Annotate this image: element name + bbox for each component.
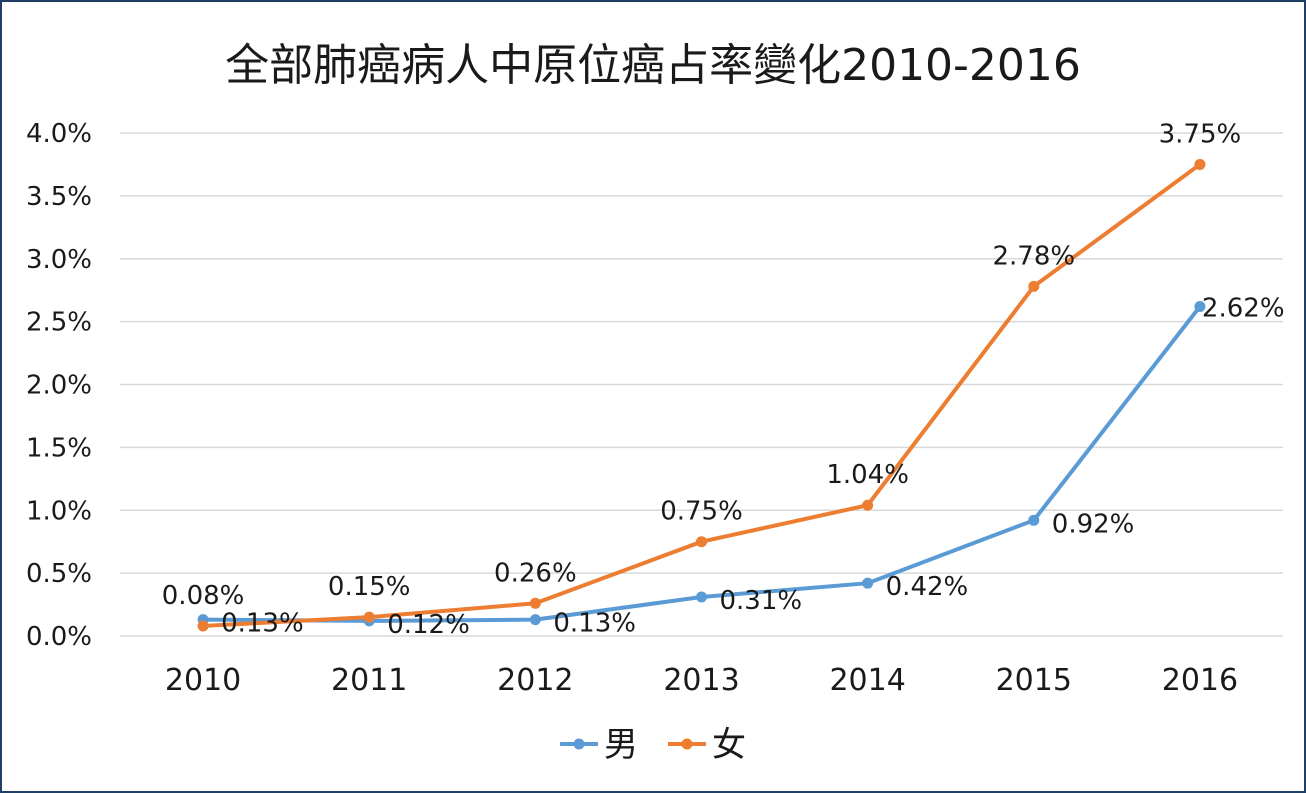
data-labels: 0.13% 0.12% 0.13% 0.31% 0.42% 0.92% 2.62% 0.08%… bbox=[162, 119, 1285, 639]
data-label: 0.31% bbox=[720, 586, 803, 616]
data-label: 2.62% bbox=[1202, 294, 1285, 324]
data-point bbox=[363, 611, 375, 623]
data-label: 0.15% bbox=[328, 572, 411, 602]
data-point bbox=[529, 597, 541, 609]
y-axis-ticks: 0.0% 0.5% 1.0% 1.5% 2.0% 2.5% 3.0% 3.5% 4.0% bbox=[26, 119, 92, 652]
data-point bbox=[1194, 158, 1206, 170]
y-tick-label: 4.0% bbox=[26, 119, 92, 149]
y-tick-label: 0.0% bbox=[26, 622, 92, 652]
legend-marker bbox=[681, 738, 693, 750]
y-tick-label: 3.5% bbox=[26, 182, 92, 212]
y-tick-label: 2.5% bbox=[26, 308, 92, 338]
data-point bbox=[1028, 280, 1040, 292]
x-tick-label: 2013 bbox=[663, 663, 739, 698]
y-tick-label: 0.5% bbox=[26, 559, 92, 589]
data-label: 0.92% bbox=[1052, 509, 1135, 539]
data-label: 0.75% bbox=[660, 497, 743, 527]
legend-label: 男 bbox=[604, 725, 638, 765]
data-label: 0.12% bbox=[387, 610, 470, 640]
data-label: 0.13% bbox=[553, 609, 636, 639]
data-label: 0.13% bbox=[221, 609, 304, 639]
legend: 男女 bbox=[560, 725, 746, 765]
y-tick-label: 1.5% bbox=[26, 433, 92, 463]
data-label: 0.42% bbox=[886, 572, 969, 602]
data-point bbox=[1194, 301, 1206, 313]
legend-label: 女 bbox=[712, 725, 746, 765]
gridlines bbox=[120, 132, 1283, 637]
x-tick-label: 2015 bbox=[996, 663, 1072, 698]
chart-title: 全部肺癌病人中原位癌占率變化2010-2016 bbox=[225, 40, 1081, 91]
data-label: 3.75% bbox=[1159, 119, 1242, 149]
x-axis-ticks: 2010 2011 2012 2013 2014 2015 2016 bbox=[165, 663, 1238, 698]
x-tick-label: 2014 bbox=[829, 663, 905, 698]
x-tick-label: 2016 bbox=[1162, 663, 1238, 698]
x-tick-label: 2012 bbox=[497, 663, 573, 698]
data-point bbox=[1028, 514, 1040, 526]
x-tick-label: 2011 bbox=[331, 663, 407, 698]
data-point bbox=[529, 614, 541, 626]
data-label: 0.26% bbox=[494, 558, 577, 588]
data-point bbox=[197, 620, 209, 632]
y-tick-label: 1.0% bbox=[26, 496, 92, 526]
y-tick-label: 3.0% bbox=[26, 245, 92, 275]
data-point bbox=[696, 536, 707, 548]
series-line bbox=[202, 162, 1202, 628]
series-lines bbox=[197, 158, 1206, 632]
data-label: 0.08% bbox=[162, 581, 245, 611]
legend-marker bbox=[573, 738, 585, 750]
x-tick-label: 2010 bbox=[165, 663, 241, 698]
data-label: 2.78% bbox=[992, 241, 1075, 271]
data-label: 1.04% bbox=[826, 460, 909, 490]
data-point bbox=[696, 591, 707, 603]
y-tick-label: 2.0% bbox=[26, 371, 92, 401]
data-point bbox=[862, 577, 874, 589]
data-point bbox=[862, 499, 874, 511]
